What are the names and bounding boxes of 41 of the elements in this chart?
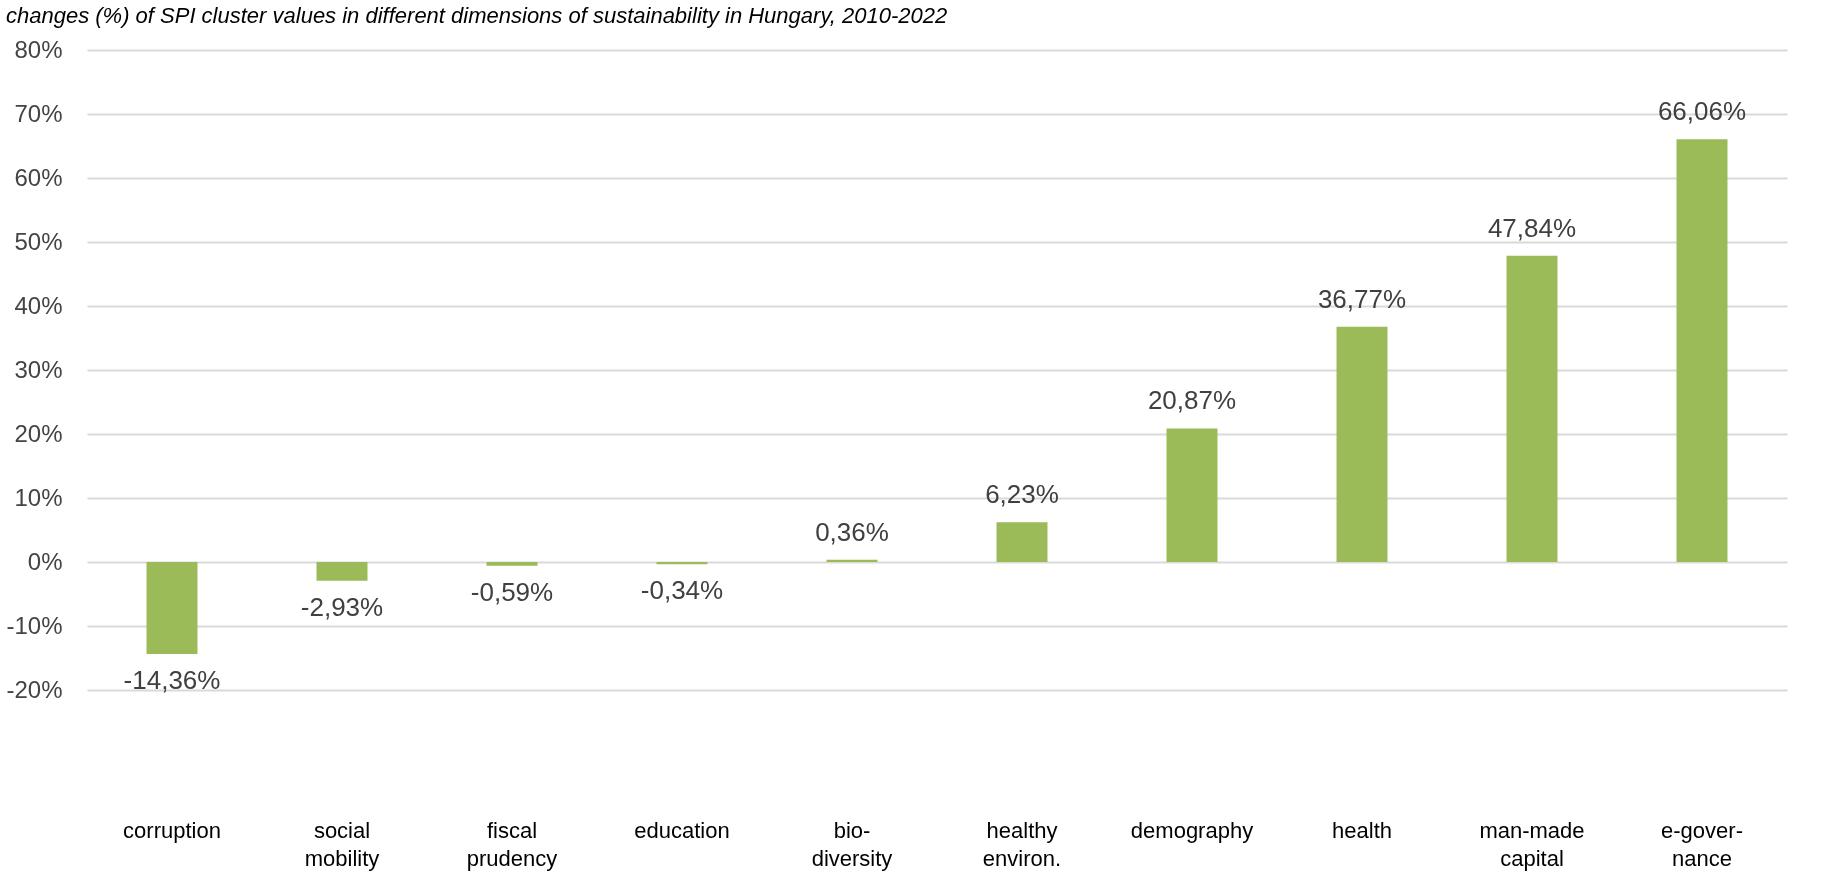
bar [1166,428,1218,562]
y-tick-label: 10% [14,483,63,511]
y-tick-label: 60% [14,163,63,191]
data-label: -2,93% [300,591,384,622]
x-tick-label: health [1332,817,1392,843]
y-tick-label: 80% [14,35,63,63]
x-tick-label: e-gover-nance [1661,817,1743,871]
data-label: 6,23% [985,479,1059,510]
bar [1676,139,1728,562]
x-tick-label: man-made capital [1479,817,1585,871]
data-label: 0,36% [815,516,889,547]
x-tick-label: social mobility [304,817,380,871]
y-tick-label: 70% [14,99,63,127]
data-label: 36,77% [1317,283,1407,314]
data-label: -0,34% [640,575,724,606]
data-label: 47,84% [1487,212,1577,243]
y-tick-label: 40% [14,291,63,319]
x-tick-label: bio-diversity [811,817,893,871]
y-tick-label: 0% [27,547,63,575]
data-label: 20,87% [1147,385,1237,416]
x-tick-label: demography [1130,817,1254,843]
bar [1336,326,1388,562]
data-label: -14,36% [123,664,221,695]
y-tick-label: 20% [14,419,63,447]
y-tick-label: -20% [6,675,63,703]
bar [1506,255,1558,562]
x-tick-label: education [634,817,730,843]
y-tick-label: 50% [14,227,63,255]
y-tick-label: 30% [14,355,63,383]
bar [146,562,198,654]
bar [316,562,368,581]
chart-title: changes (%) of SPI cluster values in different dimensions of sustainability in Hungary, 2010-2022 [5,3,948,28]
x-tick-label: healthy environ. [982,817,1062,871]
y-tick-label: -10% [6,611,63,639]
data-label: -0,59% [470,576,554,607]
data-label: 66,06% [1657,96,1747,127]
bar [996,522,1048,562]
bar [656,562,708,565]
x-tick-label: corruption [123,817,221,843]
bar [486,562,538,566]
x-tick-label: fiscal prudency [466,817,558,871]
